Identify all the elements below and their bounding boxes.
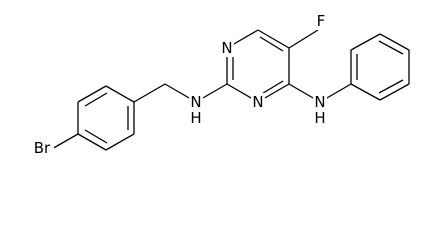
atom-label: N: [252, 93, 263, 111]
atom-label: N: [190, 93, 201, 111]
atom-label: N: [221, 39, 232, 57]
atom-labels: F N N N H N H Br: [30, 12, 328, 158]
molecule-diagram: F N N N H N H Br: [30, 12, 410, 158]
atom-label: H: [314, 109, 325, 127]
atom-label: F: [317, 12, 326, 30]
atom-label: N: [314, 93, 325, 111]
atom-label: H: [190, 109, 201, 127]
atom-label: Br: [34, 139, 51, 157]
